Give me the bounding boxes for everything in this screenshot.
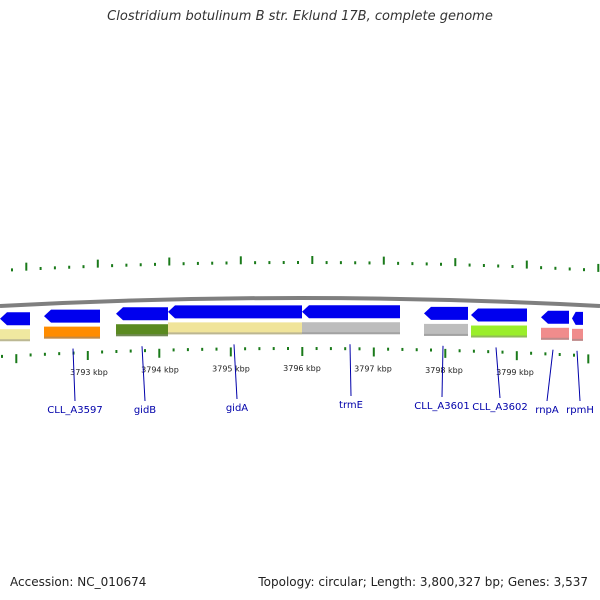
feature-bar: [424, 323, 468, 336]
feature-bar-shadow: [572, 338, 583, 341]
gene-labels: CLL_A3597 gidB gidA trmE CLL_A3601 CLL_A3602 r…: [47, 344, 594, 416]
gene-arrow: [424, 306, 468, 320]
feature-bar-shadow: [302, 332, 400, 335]
feature-bar-shadow: [116, 334, 168, 337]
feature-bar: [116, 324, 168, 337]
gene-label: gidA: [226, 403, 248, 414]
accession-label: Accession: NC_010674: [10, 575, 147, 589]
gene-arrow: [168, 305, 302, 319]
gene-arrow: [572, 311, 583, 325]
feature-bar-shadow: [44, 336, 100, 339]
gene-leader-line: [141, 346, 146, 402]
scale-label: 3797 kbp: [354, 364, 392, 373]
gene-leader-line: [441, 345, 444, 398]
scale-label: 3799 kbp: [496, 368, 534, 377]
genome-summary: Topology: circular; Length: 3,800,327 bp…: [258, 575, 588, 589]
scale-labels: 3793 kbp 3794 kbp 3795 kbp 3796 kbp 3797 kbp…: [70, 364, 534, 377]
gene-leader-line: [576, 350, 581, 402]
gene-label: CLL_A3601: [414, 401, 469, 412]
feature-bar-shadow: [0, 339, 30, 342]
scale-label: 3795 kbp: [212, 364, 250, 373]
feature-bar: [0, 329, 30, 342]
gene-label: gidB: [134, 405, 156, 416]
gene-track: [0, 305, 583, 342]
feature-bar-shadow: [471, 335, 527, 338]
outer-tick-row: [11, 256, 600, 272]
feature-bar-shadow: [541, 337, 569, 340]
gene-arrow: [541, 310, 569, 324]
gene-leader-line: [72, 348, 76, 402]
gene-label: rnpA: [535, 405, 559, 416]
gene-leader-line: [495, 347, 501, 399]
scale-label: 3794 kbp: [141, 366, 179, 375]
gene-arrow: [302, 305, 400, 319]
gene-label: rpmH: [566, 405, 594, 416]
gene-arrow: [471, 308, 527, 322]
feature-bar: [168, 322, 302, 335]
inner-tick-row: [1, 347, 590, 364]
feature-bar-shadow: [168, 332, 302, 335]
gene-label: CLL_A3597: [47, 405, 102, 416]
feature-bar: [44, 326, 100, 339]
feature-bar: [572, 328, 583, 341]
gene-leader-line: [349, 344, 352, 397]
feature-bar: [302, 322, 400, 335]
scale-label: 3798 kbp: [425, 366, 463, 375]
gene-leader-line: [233, 344, 238, 400]
genome-backbone: [0, 296, 600, 308]
gene-label: trmE: [339, 400, 363, 411]
feature-bar: [471, 325, 527, 338]
map-title: Clostridium botulinum B str. Eklund 17B,…: [107, 9, 493, 24]
feature-bar-shadow: [424, 333, 468, 336]
scale-label: 3796 kbp: [283, 364, 321, 373]
gene-arrow: [44, 309, 100, 323]
feature-bar: [541, 327, 569, 340]
scale-label: 3793 kbp: [70, 368, 108, 377]
gene-arrow: [116, 307, 168, 321]
gene-arrow: [0, 312, 30, 326]
gene-label: CLL_A3602: [472, 402, 527, 413]
gene-leader-line: [546, 349, 554, 402]
